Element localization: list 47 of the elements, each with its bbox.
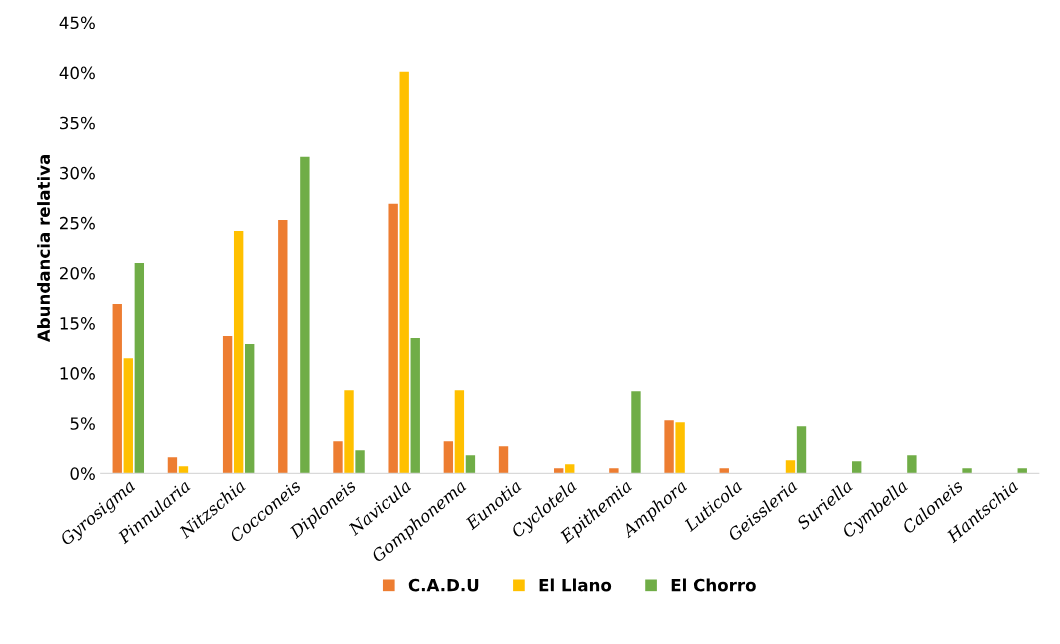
bar [355, 450, 365, 474]
bar [675, 422, 685, 474]
bar [454, 390, 465, 474]
y-tick-label: 10% [60, 367, 95, 380]
bar [300, 156, 310, 474]
legend-label: C.A.D.U [408, 578, 479, 592]
y-tick-label: 0% [70, 467, 95, 480]
y-tick-label: 30% [60, 166, 95, 180]
y-tick-label: 5% [70, 417, 95, 430]
bar [344, 390, 354, 474]
bar [785, 460, 796, 474]
legend-label: El Chorro [671, 578, 756, 592]
bar [664, 420, 674, 474]
bar [962, 468, 972, 474]
legend-label: El Llano [539, 578, 612, 592]
bar [609, 468, 619, 474]
bar [278, 219, 288, 474]
y-tick-label: 40% [59, 66, 95, 80]
bar [333, 441, 343, 474]
y-tick-label: 35% [60, 116, 95, 130]
bar [907, 455, 917, 474]
bar [465, 455, 476, 474]
bar [245, 344, 255, 474]
bar [222, 336, 233, 474]
y-axis-title: Abundancia relativa [37, 154, 51, 343]
y-tick-label: 25% [60, 216, 95, 230]
bar [796, 426, 807, 474]
bar [1017, 468, 1027, 474]
bar [233, 230, 244, 474]
bar [498, 446, 509, 474]
y-tick-label: 15% [60, 317, 95, 330]
bar [852, 461, 862, 474]
bar [134, 262, 145, 474]
bar [443, 441, 454, 474]
bar [167, 457, 178, 474]
bar [410, 338, 420, 474]
bar [565, 464, 575, 474]
bar [719, 468, 729, 474]
bar [178, 466, 189, 474]
y-tick-label: 45% [59, 16, 95, 30]
y-tick-label: 20% [60, 266, 95, 280]
bar [399, 71, 409, 474]
bar [554, 468, 564, 474]
bar [388, 203, 398, 474]
bar [123, 358, 133, 474]
bar [112, 304, 122, 474]
bar [631, 391, 641, 474]
